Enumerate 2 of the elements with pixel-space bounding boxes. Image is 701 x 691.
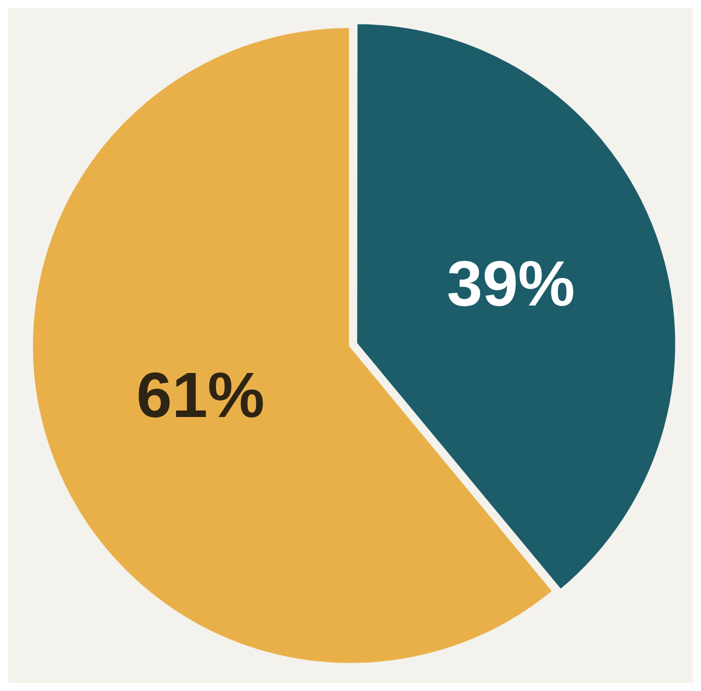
data-label: 61% <box>136 359 264 432</box>
data-label: 39% <box>446 247 575 320</box>
